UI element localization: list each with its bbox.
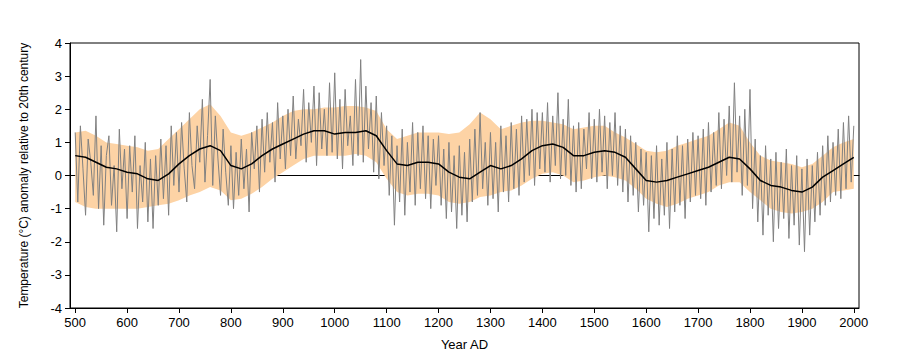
svg-text:600: 600 <box>116 315 138 330</box>
svg-text:3: 3 <box>55 69 62 84</box>
svg-text:1100: 1100 <box>373 315 401 330</box>
svg-text:1500: 1500 <box>580 315 609 330</box>
svg-text:1800: 1800 <box>736 315 765 330</box>
svg-text:500: 500 <box>64 315 86 330</box>
svg-text:0: 0 <box>55 168 62 183</box>
svg-text:1200: 1200 <box>424 315 453 330</box>
svg-text:-3: -3 <box>50 267 62 282</box>
svg-text:1300: 1300 <box>476 315 505 330</box>
svg-text:1400: 1400 <box>528 315 557 330</box>
svg-text:1600: 1600 <box>632 315 661 330</box>
svg-text:800: 800 <box>220 315 242 330</box>
svg-text:900: 900 <box>272 315 294 330</box>
svg-text:1700: 1700 <box>684 315 713 330</box>
svg-text:1000: 1000 <box>320 315 349 330</box>
svg-text:-2: -2 <box>50 234 62 249</box>
svg-text:Temperature (°C) anomaly relat: Temperature (°C) anomaly relative to 20t… <box>17 43 31 309</box>
svg-text:-1: -1 <box>50 201 62 216</box>
svg-text:2000: 2000 <box>839 315 868 330</box>
svg-text:700: 700 <box>168 315 190 330</box>
svg-text:4: 4 <box>55 36 62 51</box>
svg-text:1900: 1900 <box>787 315 816 330</box>
svg-text:2: 2 <box>55 102 62 117</box>
svg-text:-4: -4 <box>50 301 62 316</box>
svg-text:Year AD: Year AD <box>441 337 488 352</box>
svg-text:1: 1 <box>55 135 62 150</box>
